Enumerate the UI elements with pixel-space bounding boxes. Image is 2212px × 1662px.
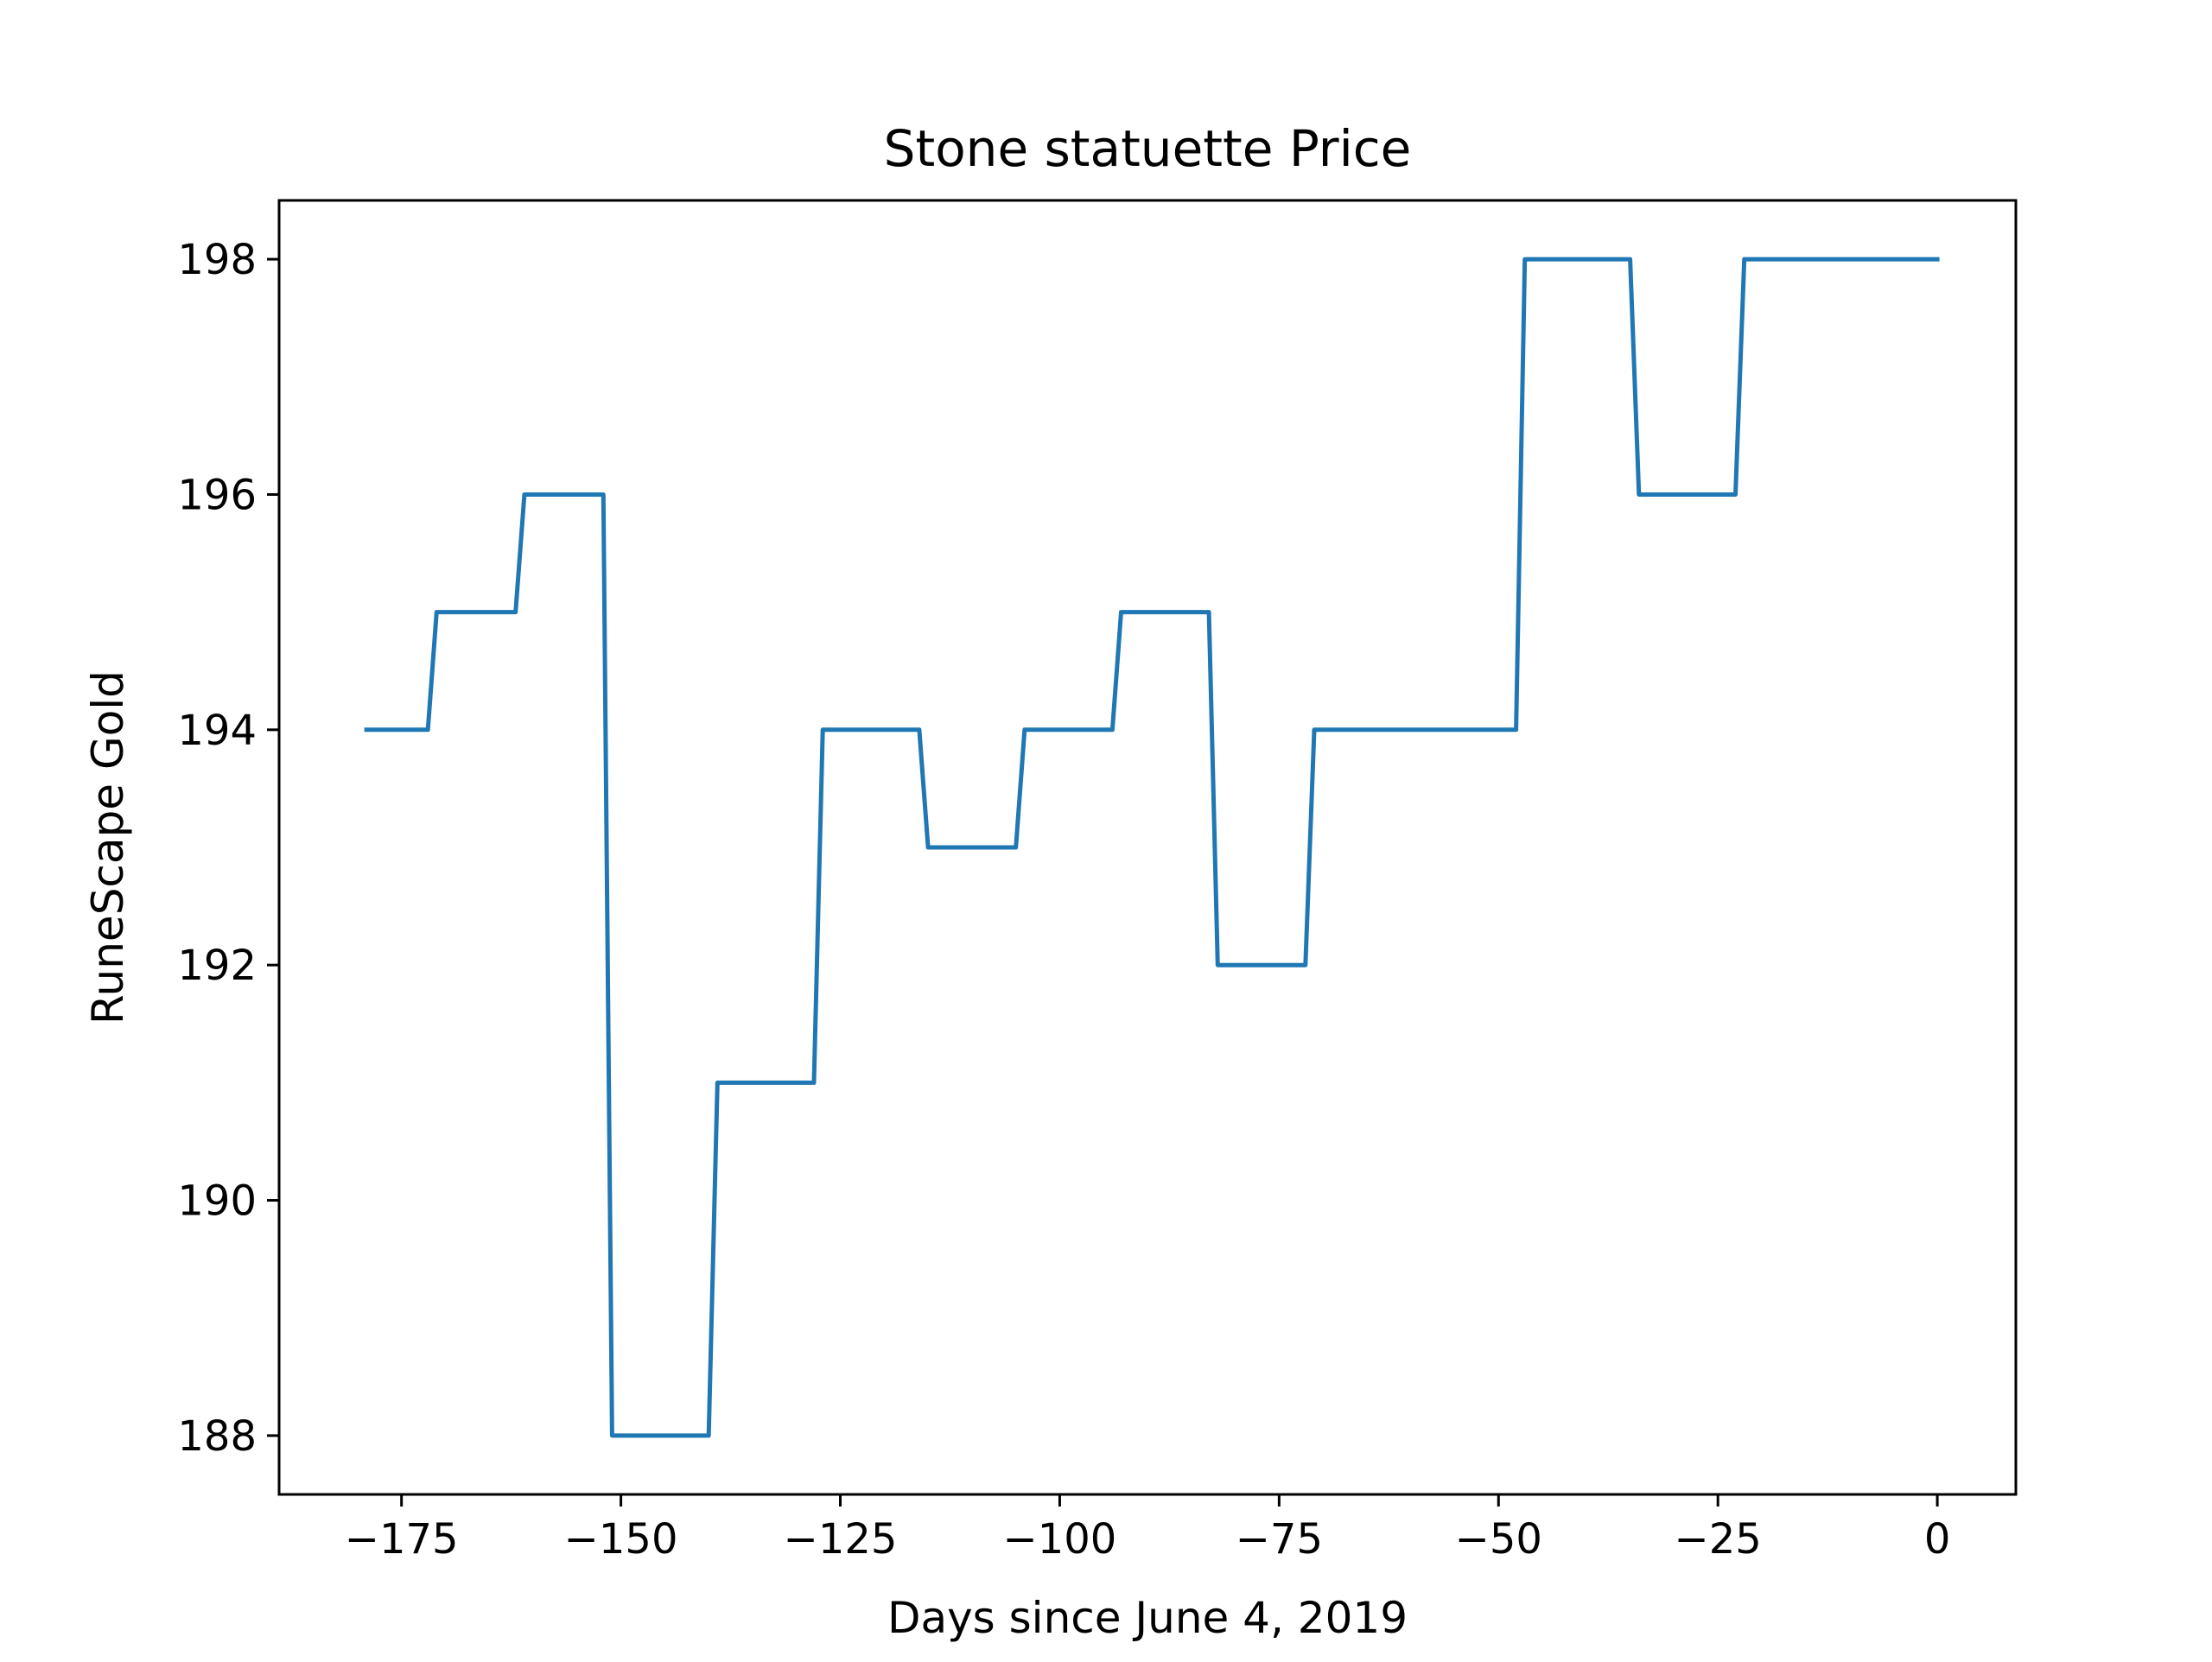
y-tick-label: 192 [177,942,257,990]
y-tick-label: 188 [177,1412,257,1461]
y-axis-label: RuneScape Gold [83,670,133,1024]
x-tick-label: −50 [1455,1515,1542,1564]
x-axis-ticks: −175 −150 −125 −100 −75 −50 −25 0 [345,1494,1951,1564]
x-axis-label: Days since June 4, 2019 [887,1593,1408,1643]
x-tick-label: 0 [1924,1515,1951,1564]
chart-title: Stone statuette Price [884,119,1412,178]
y-axis-ticks: 188 190 192 194 196 198 [177,236,279,1461]
x-tick-label: −25 [1675,1515,1762,1564]
x-tick-label: −175 [345,1515,459,1564]
price-series-line [364,257,1940,1438]
x-tick-label: −75 [1236,1515,1323,1564]
series-layer [364,257,1940,1438]
y-tick-label: 194 [177,707,257,755]
y-tick-label: 196 [177,471,257,519]
x-tick-label: −100 [1003,1515,1117,1564]
plot-frame [277,199,2018,1496]
x-tick-label: −125 [784,1515,898,1564]
y-tick-label: 198 [177,236,257,284]
y-tick-label: 190 [177,1177,257,1226]
x-tick-label: −150 [564,1515,678,1564]
